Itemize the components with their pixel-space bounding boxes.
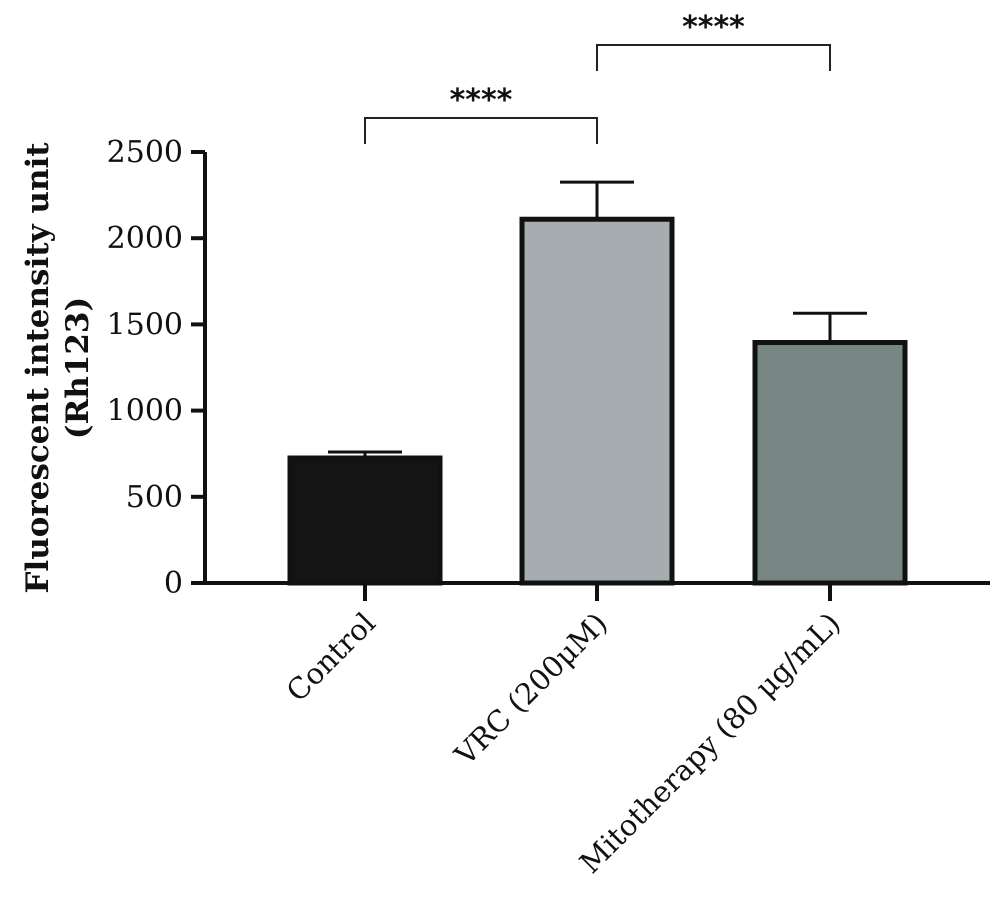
- x-category-label-3: Mitotherapy (80 μg/mL): [573, 606, 847, 880]
- y-axis-label-line-2: (Rh123): [60, 297, 96, 439]
- y-tick-label-0: 0: [164, 566, 183, 601]
- y-tick-label-1500: 1500: [107, 307, 183, 342]
- y-tick-label-1000: 1000: [107, 394, 183, 429]
- bar-2: [519, 216, 675, 586]
- x-category-label-2: VRC (200μM): [447, 606, 614, 773]
- x-category-label-1: Control: [280, 606, 382, 708]
- bar-1: [287, 455, 443, 586]
- significance-bracket-2: [596, 44, 831, 71]
- bar-3: [752, 340, 908, 586]
- significance-label-1: ****: [450, 83, 513, 118]
- y-tick-label-2500: 2500: [107, 135, 183, 170]
- y-axis-label-line-1: Fluorescent intensity unit: [20, 142, 56, 594]
- significance-label-2: ****: [682, 10, 745, 45]
- significance-bracket-1: [364, 117, 598, 144]
- y-tick-label-2000: 2000: [107, 221, 183, 256]
- y-tick-label-500: 500: [126, 480, 183, 515]
